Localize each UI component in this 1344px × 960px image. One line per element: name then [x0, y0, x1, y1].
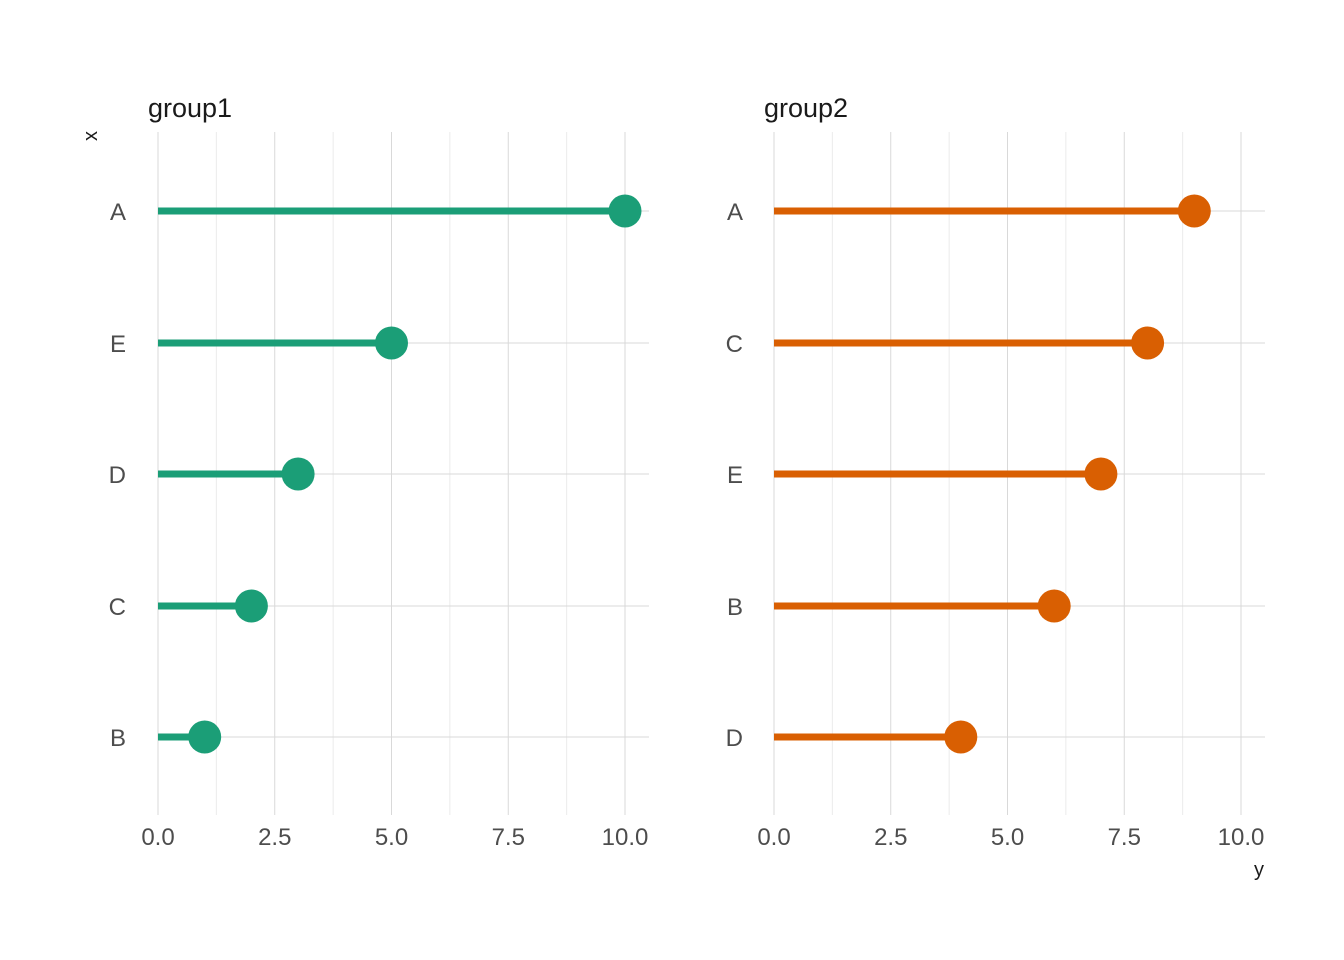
y-tick-label: B [110, 725, 126, 752]
lollipop-point [944, 720, 978, 754]
lollipop-point [281, 457, 315, 491]
panel-group2: group2 A C E B D 0.0 2.5 5.0 7.5 10.0 [726, 93, 1265, 851]
lollipop-point [1177, 194, 1211, 228]
x-tick-label: 5.0 [375, 824, 408, 851]
y-tick-label: C [726, 331, 743, 358]
lollipop-point [1131, 326, 1165, 360]
y-tick-label: A [727, 199, 743, 226]
y-tick-label: B [727, 594, 743, 621]
y-tick-label: D [726, 725, 743, 752]
panel-group1: group1 A E D C B 0.0 2.5 5.0 7.5 10.0 [109, 93, 649, 851]
x-tick-label: 10.0 [602, 824, 649, 851]
x-tick-label: 10.0 [1218, 824, 1265, 851]
y-axis-title: x [80, 131, 102, 141]
x-tick-label: 0.0 [141, 824, 174, 851]
x-tick-label: 0.0 [757, 824, 790, 851]
x-tick-label: 2.5 [874, 824, 907, 851]
lollipop-point [188, 720, 222, 754]
x-axis-title: y [1254, 859, 1264, 881]
lollipop-point [234, 589, 268, 623]
y-tick-label: D [109, 462, 126, 489]
y-tick-label: E [727, 462, 743, 489]
facet-title: group2 [764, 93, 848, 123]
lollipop-point [608, 194, 642, 228]
lollipop-point [1084, 457, 1118, 491]
x-tick-label: 5.0 [991, 824, 1024, 851]
x-tick-label: 7.5 [1108, 824, 1141, 851]
facet-title: group1 [148, 93, 232, 123]
x-tick-label: 2.5 [258, 824, 291, 851]
y-tick-label: E [110, 331, 126, 358]
lollipop-point [375, 326, 408, 360]
lollipop-point [1037, 589, 1071, 623]
y-tick-label: A [110, 199, 126, 226]
y-tick-label: C [109, 594, 126, 621]
x-tick-label: 7.5 [492, 824, 525, 851]
